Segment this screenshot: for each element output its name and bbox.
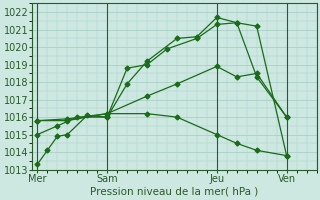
X-axis label: Pression niveau de la mer( hPa ): Pression niveau de la mer( hPa ) — [90, 187, 259, 197]
